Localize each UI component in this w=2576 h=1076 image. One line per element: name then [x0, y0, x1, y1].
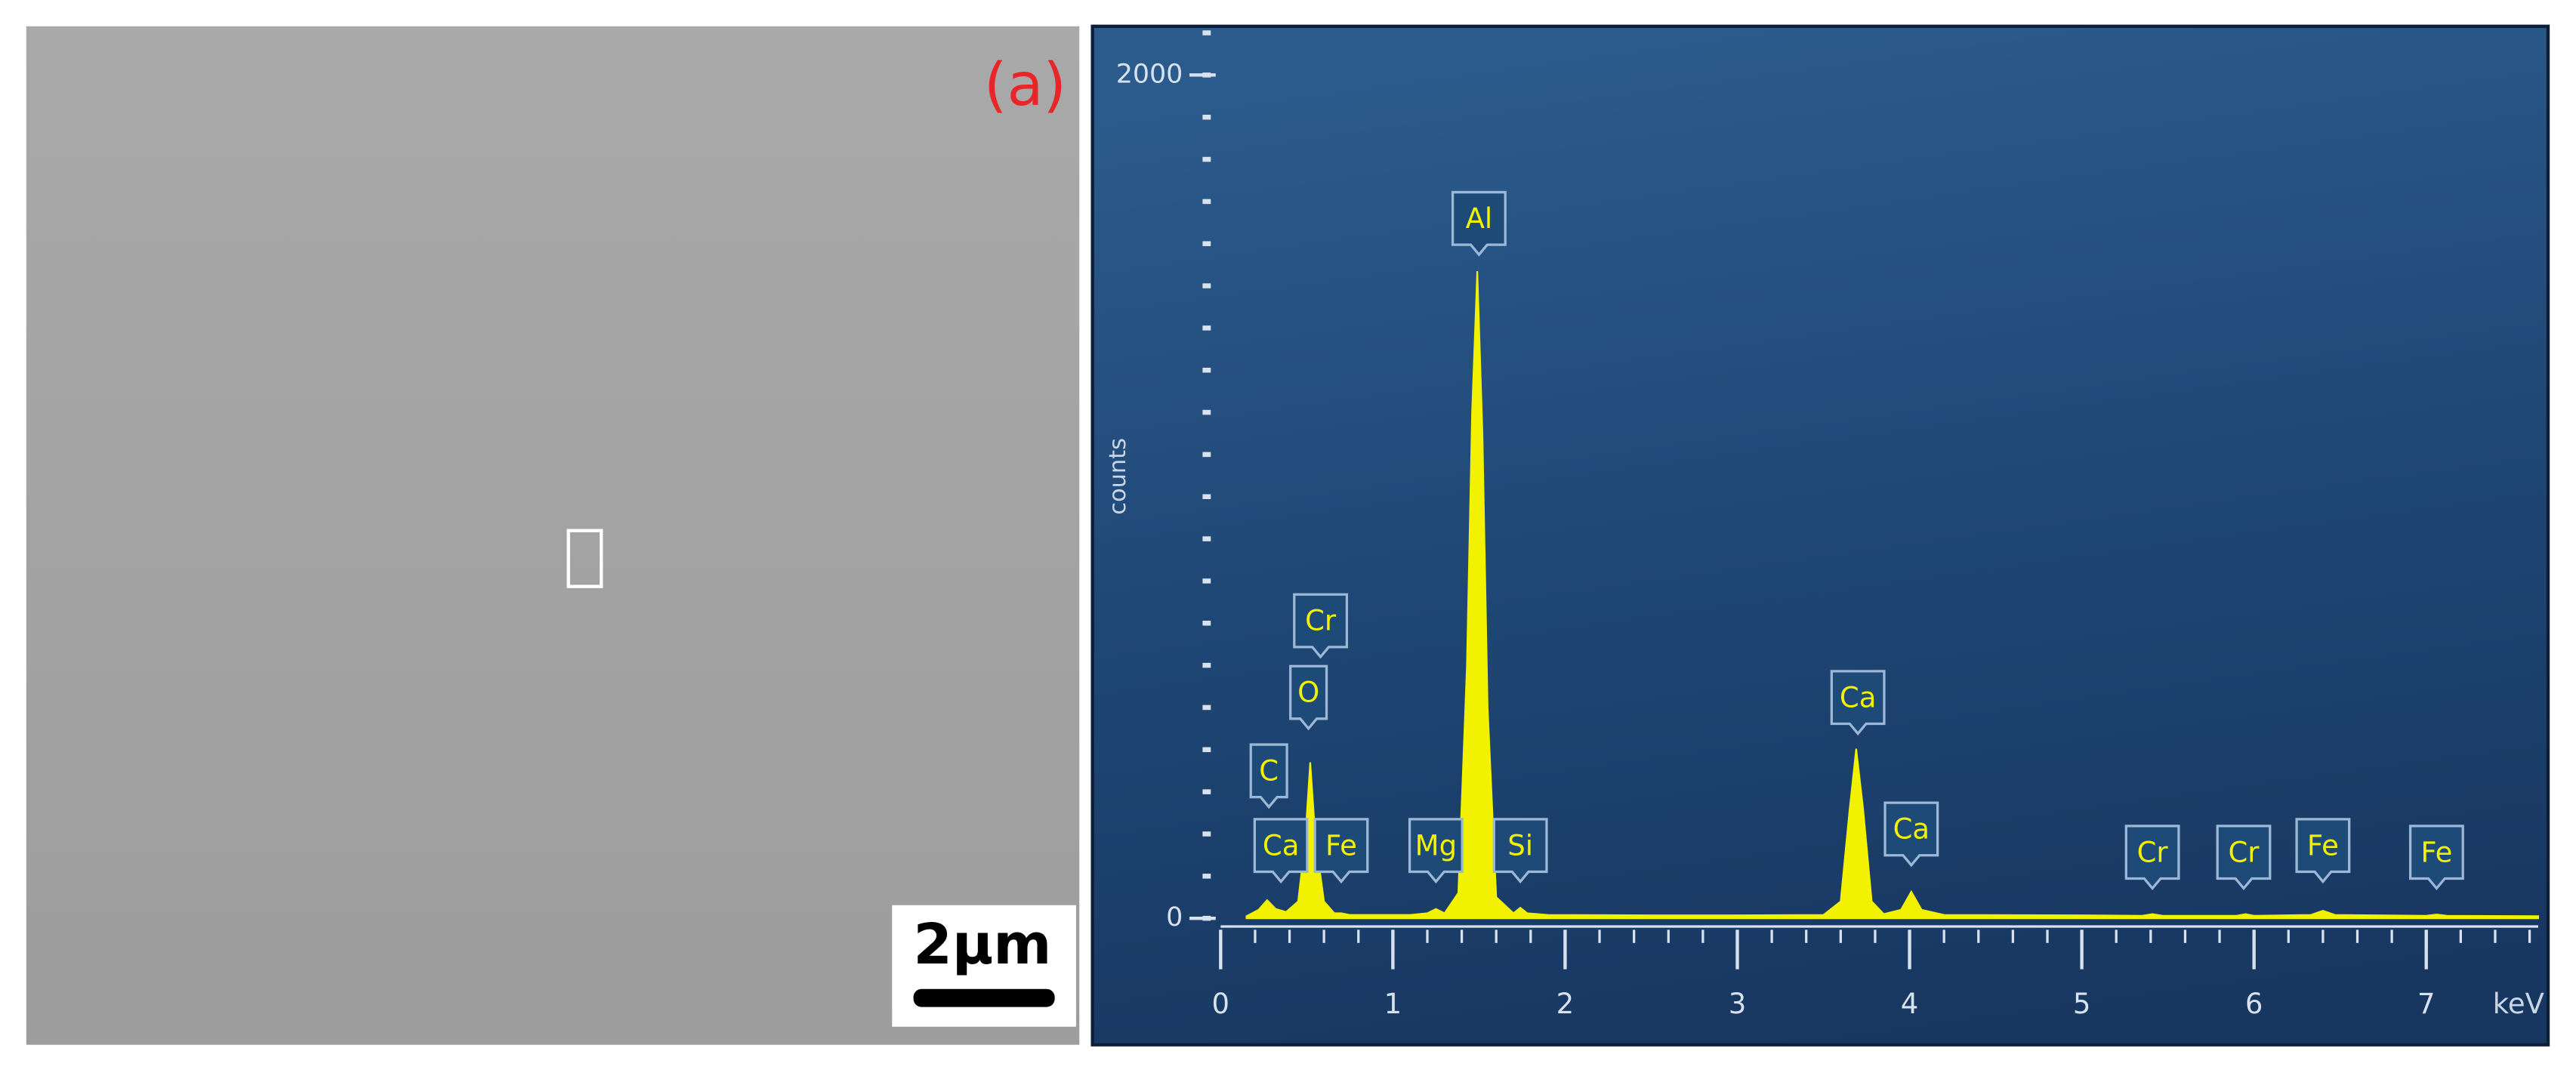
annotation-box	[1293, 593, 1349, 659]
annotation-label: Fe	[2307, 829, 2339, 862]
sem-background	[26, 26, 1080, 1045]
annotation-box	[1830, 670, 1886, 736]
annotation-box	[1289, 664, 1328, 731]
annotation-label: Mg	[1415, 829, 1457, 862]
y-axis-label: counts	[1105, 438, 1131, 515]
x-tick-label: 5	[2073, 988, 2091, 1020]
scale-bar	[913, 988, 1055, 1007]
selection-box	[566, 529, 603, 588]
annotation-label: Ca	[1893, 813, 1930, 846]
x-tick-label: 6	[2245, 988, 2263, 1020]
annotation-box	[2216, 825, 2272, 891]
annotation-label: Cr	[2228, 836, 2260, 868]
x-tick-label: 4	[1901, 988, 1919, 1020]
annotation-label: Cr	[2137, 836, 2169, 868]
x-axis-label: keV	[2493, 988, 2544, 1020]
panel-label: (a)	[984, 51, 1066, 119]
x-tick-label: 3	[1729, 988, 1747, 1020]
y-tick-label: 2000	[1116, 59, 1183, 89]
annotation-box	[2124, 825, 2180, 891]
sem-image	[26, 26, 1080, 1045]
annotation-label: C	[1259, 755, 1279, 788]
annotation-box	[2408, 825, 2464, 891]
scale-bar-label: 2μm	[913, 912, 1051, 977]
annotation-box	[1492, 818, 1548, 884]
x-tick-label: 0	[1212, 988, 1230, 1020]
annotation-label: Ca	[1263, 829, 1299, 862]
annotation-box	[1249, 743, 1288, 809]
x-tick-label: 7	[2417, 988, 2436, 1020]
annotation-label: Si	[1507, 829, 1533, 862]
annotation-box	[2295, 818, 2351, 884]
annotation-label: Al	[1466, 202, 1493, 235]
annotation-box	[1883, 801, 1939, 868]
annotation-label: Cr	[1305, 605, 1337, 637]
annotation-box	[1408, 818, 1464, 884]
annotation-box	[1451, 190, 1507, 257]
annotation-label: Fe	[1325, 829, 1357, 862]
x-tick-label: 1	[1384, 988, 1402, 1020]
annotation-label: O	[1297, 677, 1319, 709]
spectrum	[1245, 270, 2540, 920]
x-tick-label: 2	[1556, 988, 1575, 1020]
annotation-box	[1313, 818, 1369, 884]
annotation-label: Fe	[2420, 836, 2452, 868]
annotation-label: Ca	[1840, 681, 1876, 714]
annotation-box	[1253, 818, 1309, 884]
y-tick-label: 0	[1166, 902, 1183, 933]
